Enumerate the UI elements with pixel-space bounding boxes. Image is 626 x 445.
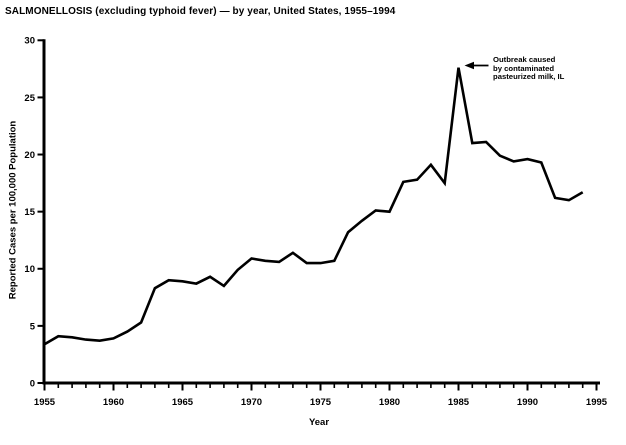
- y-tick-label: 0: [30, 378, 35, 389]
- y-tick-label: 5: [30, 321, 36, 332]
- outbreak-annotation: Outbreak caused by contaminated pasteuri…: [464, 55, 565, 82]
- left-arrow-icon: [464, 57, 489, 75]
- x-tick-label: 1995: [586, 397, 608, 408]
- x-tick-label: 1985: [448, 397, 470, 408]
- x-axis-title: Year: [308, 417, 330, 428]
- x-tick-label: 1960: [103, 397, 124, 408]
- y-axis-title: Reported Cases per 100,000 Population: [7, 120, 19, 300]
- annotation-text: Outbreak caused by contaminated pasteuri…: [493, 55, 565, 82]
- x-tick-label: 1955: [34, 397, 56, 408]
- y-tick-label: 25: [24, 93, 35, 104]
- annotation-line: Outbreak caused: [493, 55, 556, 64]
- x-tick-label: 1970: [241, 397, 262, 408]
- x-tick-label: 1980: [379, 397, 400, 408]
- data-line-salmonellosis-rate: [43, 67, 584, 346]
- annotation-line: by contaminated: [493, 63, 555, 73]
- x-tick-label: 1975: [310, 397, 332, 408]
- x-tick-label: 1965: [172, 397, 194, 408]
- chart-title: SALMONELLOSIS (excluding typhoid fever) …: [5, 6, 396, 17]
- y-tick-label: 20: [24, 150, 35, 161]
- y-tick-label: 10: [24, 264, 35, 275]
- y-tick-label: 30: [24, 36, 35, 47]
- annotation-line: pasteurized milk, IL: [493, 72, 565, 82]
- x-tick-label: 1990: [517, 397, 538, 408]
- y-tick-label: 15: [24, 207, 35, 218]
